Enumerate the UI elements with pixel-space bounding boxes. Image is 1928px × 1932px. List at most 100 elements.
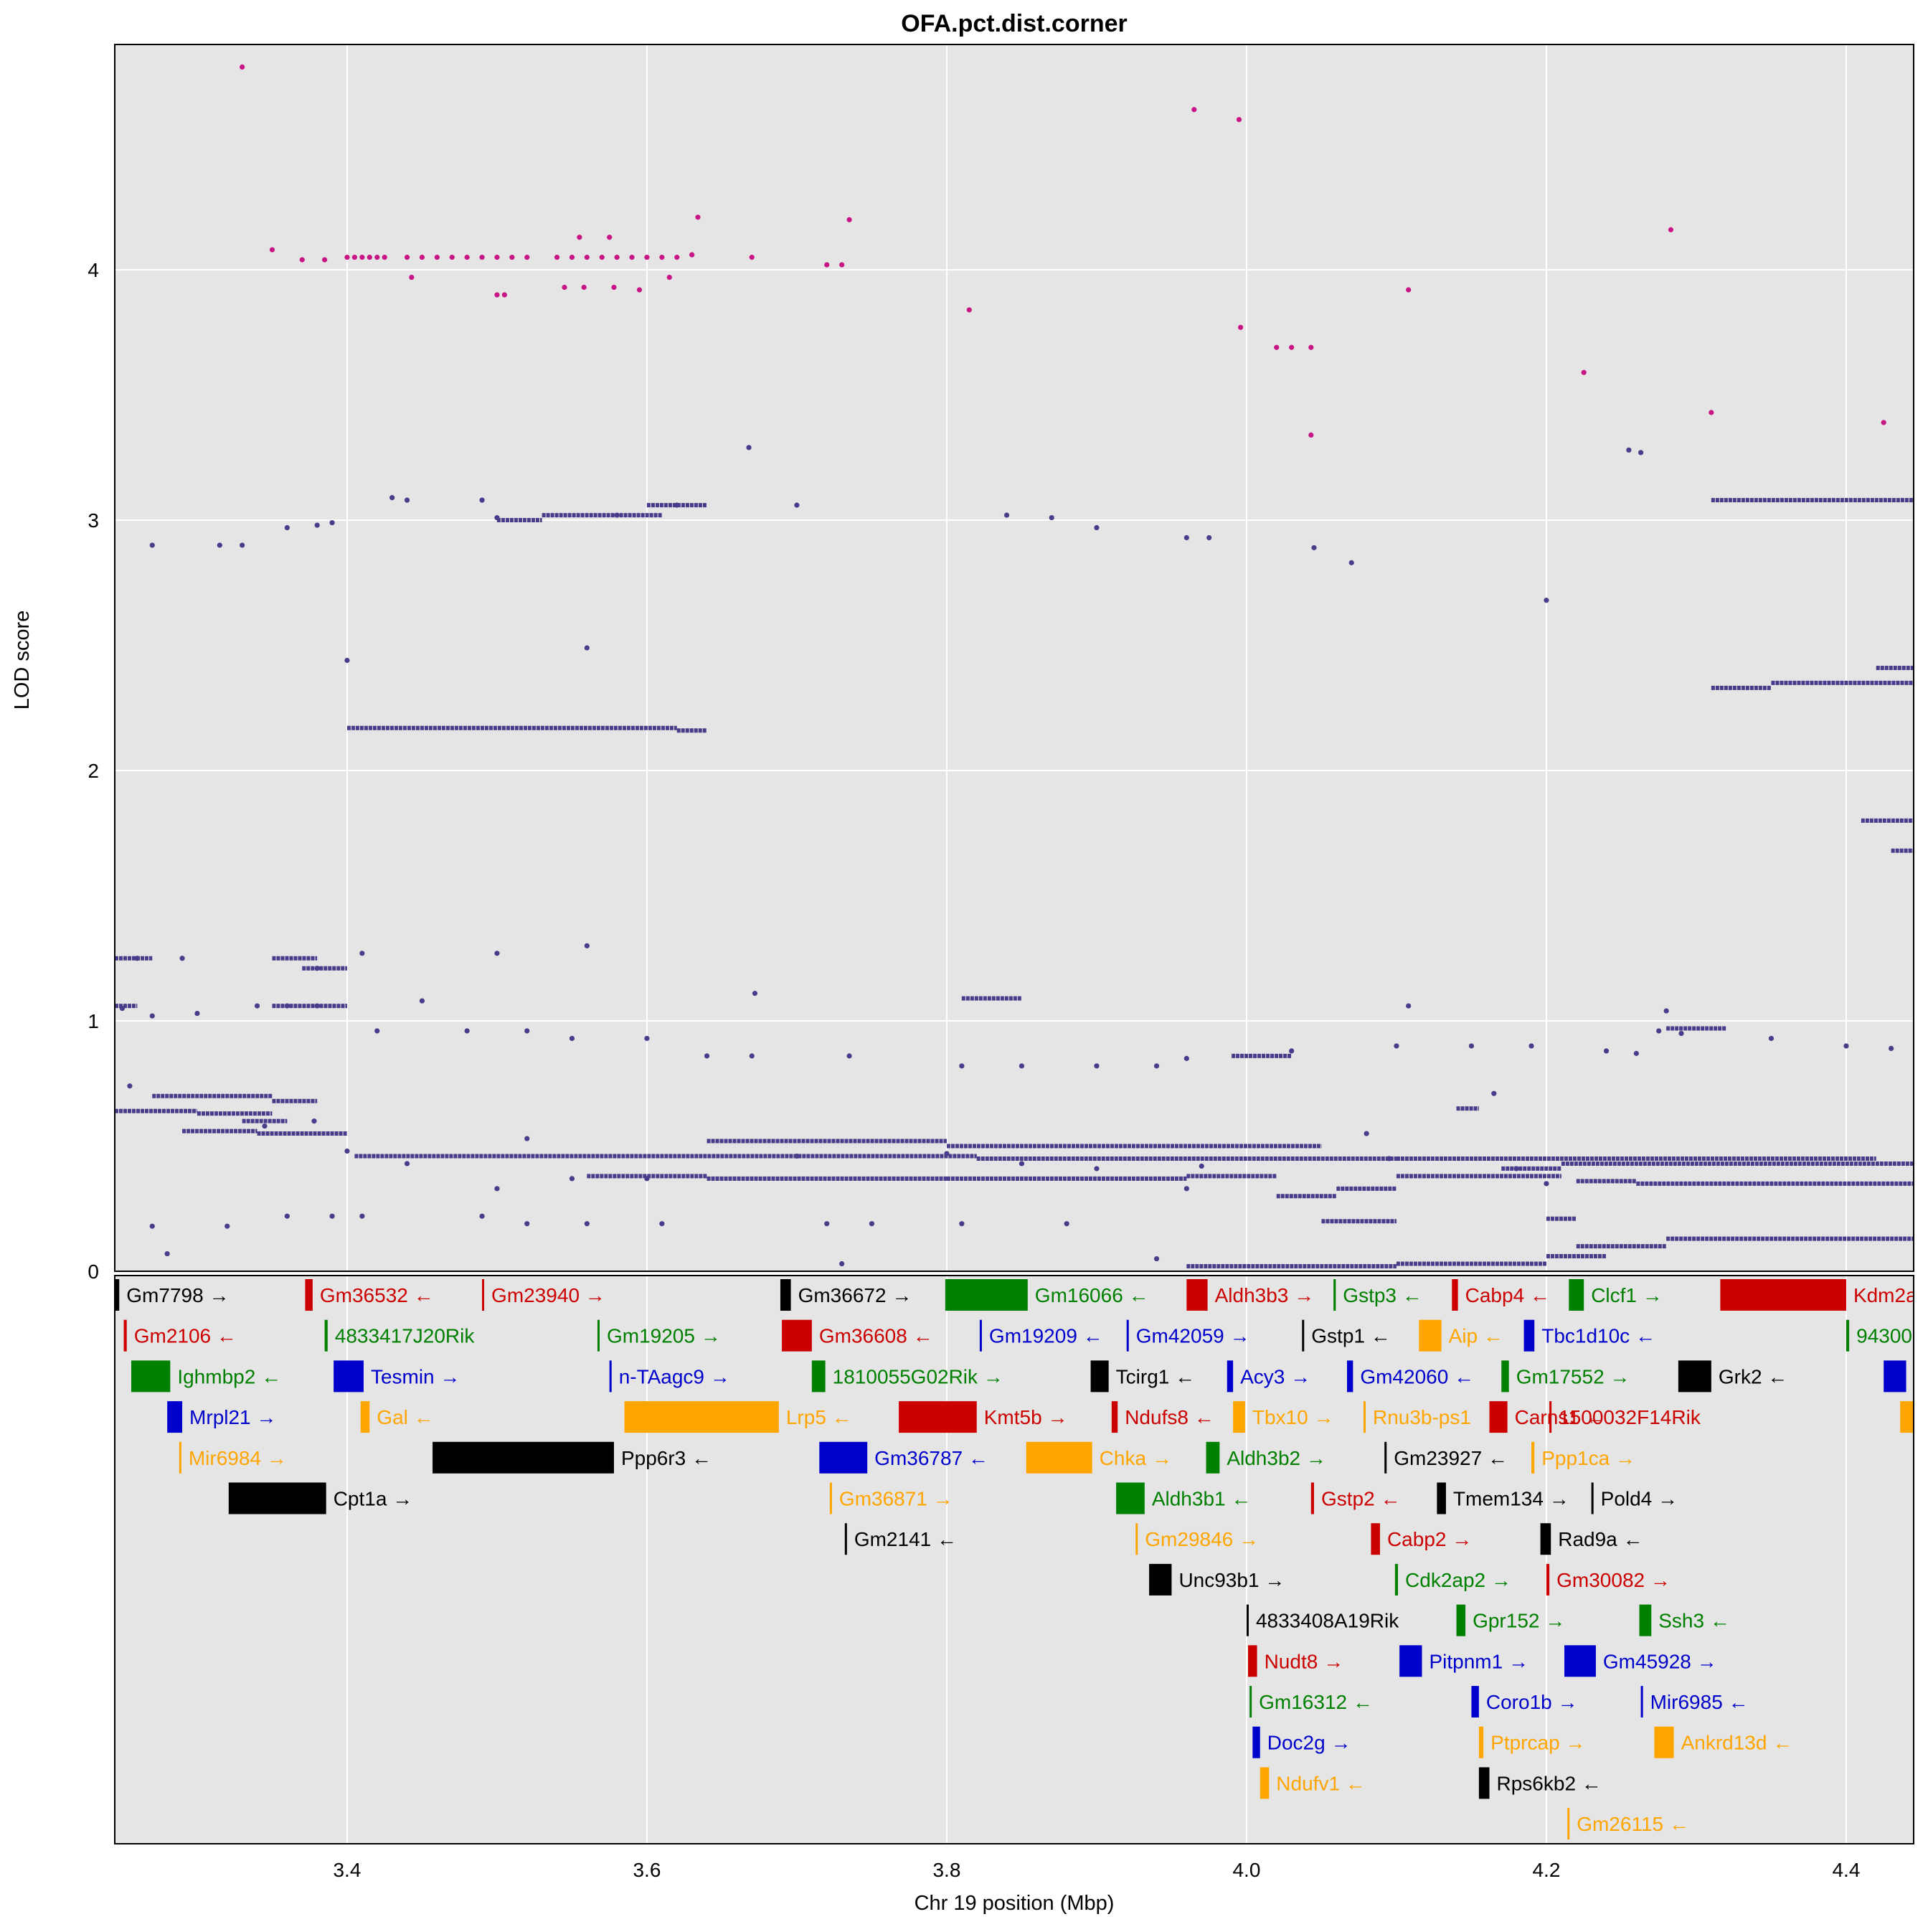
- gene-label: Gstp3 ←: [1343, 1284, 1422, 1306]
- gene-bar: [1246, 1604, 1249, 1636]
- gene-label: Nudt8 →: [1265, 1650, 1344, 1672]
- gene-label: Gm2141 ←: [854, 1528, 957, 1550]
- lod-point: [1049, 514, 1054, 521]
- lod-point: [1406, 1003, 1412, 1009]
- gene-bar: [228, 1482, 326, 1514]
- lod-point: [524, 1136, 530, 1141]
- gene-label: Rad9a ←: [1558, 1528, 1643, 1550]
- lod-point: [794, 1153, 800, 1159]
- x-tick-label: 3.4: [333, 1859, 361, 1881]
- lod-point: [494, 1186, 500, 1192]
- gene-label: Tbx10 →: [1252, 1406, 1334, 1428]
- lod-point: [311, 1118, 317, 1124]
- lod-point: [254, 1003, 260, 1009]
- lod-point: [217, 542, 222, 548]
- gene-bar: [1846, 1319, 1850, 1352]
- lod-point: [1199, 1163, 1204, 1169]
- gene-bar: [360, 1401, 370, 1433]
- lod-point: [329, 519, 335, 526]
- gene-label: Kmt5b →: [984, 1406, 1068, 1428]
- lod-point: [1491, 1090, 1497, 1096]
- gene-bar: [624, 1401, 779, 1433]
- lod-point-top: [659, 255, 665, 260]
- gene-bar: [1567, 1808, 1570, 1840]
- lod-point-top: [824, 262, 830, 268]
- x-tick-label: 4.4: [1832, 1859, 1860, 1881]
- gene-bar: [1090, 1360, 1109, 1393]
- gene-bar: [1540, 1523, 1551, 1555]
- gene-bar: [482, 1279, 485, 1311]
- lod-point-top: [449, 255, 455, 260]
- gene-bar: [1310, 1482, 1314, 1514]
- lod-point: [389, 495, 395, 501]
- lod-point: [869, 1221, 875, 1227]
- gene-label: Gm36672 →: [798, 1284, 912, 1306]
- lod-point-top: [581, 284, 587, 291]
- gene-label: Gm36871 →: [839, 1488, 953, 1510]
- lod-point: [659, 1221, 665, 1227]
- lod-point: [284, 524, 290, 531]
- lod-point-top: [607, 235, 613, 240]
- lod-point: [752, 991, 758, 996]
- lod-point: [794, 502, 800, 508]
- gene-label: Tmem134 →: [1453, 1488, 1569, 1510]
- lod-point-top: [636, 287, 643, 293]
- lod-point: [479, 1213, 485, 1219]
- lod-point: [1094, 524, 1100, 531]
- gene-label: Aldh3b1 ←: [1152, 1488, 1252, 1510]
- gene-label: n-TAagc9 →: [619, 1365, 730, 1387]
- gene-label: Doc2g →: [1267, 1732, 1351, 1754]
- gene-label: Ndufs8 ←: [1125, 1406, 1214, 1428]
- gene-bar: [1394, 1563, 1399, 1596]
- lod-point: [1663, 1008, 1669, 1014]
- gene-bar: [1654, 1726, 1674, 1758]
- gene-label: Acy3 →: [1240, 1365, 1310, 1387]
- lod-point-top: [240, 64, 245, 70]
- gene-bar: [324, 1319, 328, 1352]
- lod-point: [1638, 450, 1644, 456]
- lod-point: [1656, 1028, 1662, 1034]
- lod-point: [164, 1250, 170, 1257]
- gene-label: Cdk2ap2 →: [1405, 1569, 1511, 1591]
- gene-label: Gm36608 ←: [819, 1325, 933, 1347]
- gene-bar: [1384, 1441, 1387, 1474]
- lod-point: [149, 1013, 155, 1019]
- lod-point: [1311, 545, 1317, 551]
- gene-label: Gm7798 →: [126, 1284, 229, 1306]
- gene-label: Lrp5 ←: [786, 1406, 852, 1428]
- lod-point: [1153, 1063, 1160, 1069]
- gene-bar: [1549, 1401, 1552, 1433]
- lod-point-top: [524, 255, 530, 260]
- lod-point: [359, 951, 365, 956]
- gene-bar: [1478, 1726, 1484, 1758]
- lod-point-top: [509, 255, 515, 260]
- y-tick-label: 1: [88, 1010, 99, 1032]
- gene-bar: [1419, 1319, 1442, 1352]
- gene-label: Tcirg1 ←: [1116, 1365, 1195, 1387]
- lod-point-top: [409, 274, 415, 281]
- lod-point-top: [1881, 420, 1886, 425]
- lod-point: [262, 1123, 268, 1129]
- lod-point-top: [611, 284, 617, 291]
- chart-title: OFA.pct.dist.corner: [901, 10, 1128, 37]
- gene-bar: [1399, 1645, 1422, 1677]
- gene-label: Gm42060 ←: [1360, 1365, 1474, 1387]
- gene-label: Gm29846 →: [1145, 1528, 1259, 1550]
- gene-bar: [979, 1319, 982, 1352]
- lod-point-top: [666, 274, 672, 281]
- lod-point: [846, 1053, 852, 1059]
- lod-point: [1348, 560, 1354, 565]
- gene-bar: [1248, 1645, 1257, 1677]
- lod-point: [1386, 1156, 1392, 1161]
- gene-label: Gstp2 ←: [1321, 1488, 1400, 1510]
- gene-bar: [1591, 1482, 1594, 1514]
- lod-point-top: [554, 255, 560, 260]
- gene-label: Aldh3b3 →: [1215, 1284, 1315, 1306]
- lod-point: [314, 966, 320, 971]
- lod-point: [1544, 598, 1549, 603]
- gene-label: Cpt1a →: [334, 1488, 413, 1510]
- gene-bar: [1149, 1563, 1172, 1596]
- gene-label: Gm16312 ←: [1259, 1691, 1373, 1713]
- lod-point: [314, 1003, 320, 1009]
